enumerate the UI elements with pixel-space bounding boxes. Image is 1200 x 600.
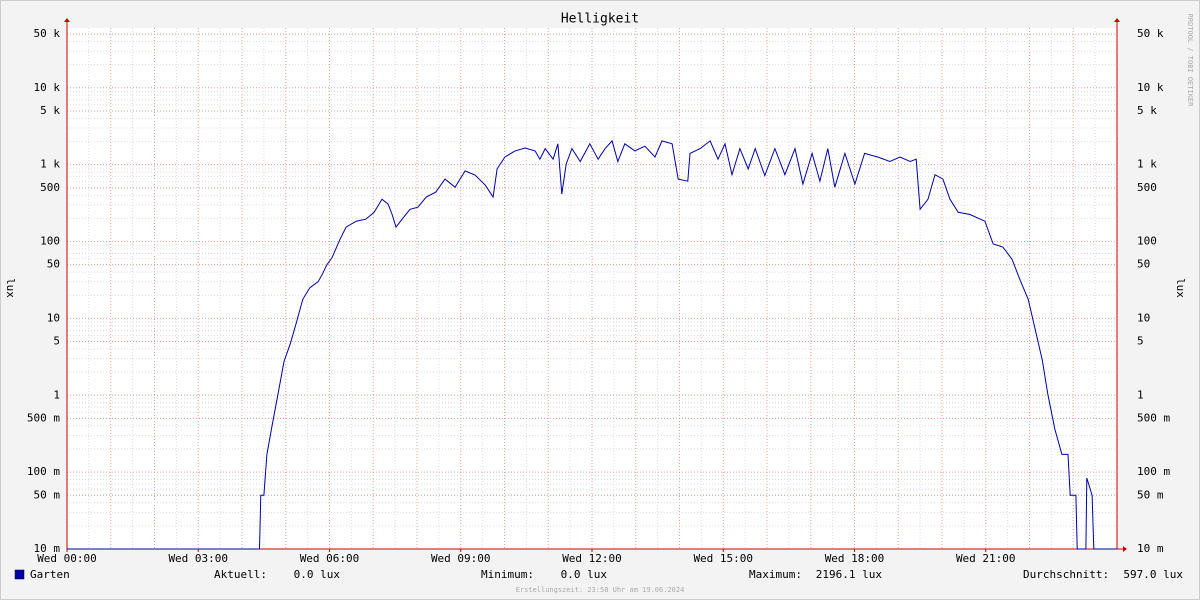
y-tick-label: 5 [53, 335, 60, 348]
data-line [67, 139, 1117, 550]
stat-label: Aktuell: [214, 568, 267, 581]
y-tick-label: 100 m [27, 465, 60, 478]
axis-arrow [1114, 18, 1120, 22]
chart-title: Helligkeit [561, 12, 639, 27]
watermark: RRDTOOL / TOBI OETIKER [1186, 14, 1194, 108]
y-tick-label: 500 m [27, 411, 60, 424]
footer: Erstellungszeit: 23:58 Uhr am 19.06.2024 [516, 586, 685, 594]
stat-label: Durchschnitt: [1023, 568, 1109, 581]
y-tick-label: 50 m [34, 488, 61, 501]
y-tick-label-right: 10 m [1137, 542, 1164, 555]
y-tick-label: 10 [47, 311, 60, 324]
y-tick-label: 500 [40, 181, 60, 194]
stat-label: Minimum: [481, 568, 534, 581]
stat-value: 0.0 lux [294, 568, 341, 581]
y-tick-label: 10 k [34, 81, 61, 94]
y-tick-label: 5 k [40, 104, 60, 117]
plot-area [67, 28, 1117, 549]
y-tick-label: 1 [53, 388, 60, 401]
y-tick-label-right: 1 [1137, 388, 1144, 401]
x-tick-label: Wed 00:00 [37, 552, 97, 565]
y-tick-label-right: 5 [1137, 335, 1144, 348]
y-tick-label: 50 k [34, 27, 61, 40]
stat-label: Maximum: [749, 568, 802, 581]
y-tick-label-right: 1 k [1137, 158, 1157, 171]
y-tick-label: 10 m [34, 542, 61, 555]
y-tick-label: 1 k [40, 158, 60, 171]
y-tick-label-right: 5 k [1137, 104, 1157, 117]
x-tick-label: Wed 06:00 [300, 552, 360, 565]
y-tick-label-right: 50 [1137, 258, 1150, 271]
y-tick-label-right: 500 [1137, 181, 1157, 194]
x-tick-label: Wed 12:00 [562, 552, 622, 565]
y-tick-label-right: 50 k [1137, 27, 1164, 40]
y-tick-label: 50 [47, 258, 60, 271]
legend-label: Garten [30, 568, 70, 581]
legend-swatch [14, 569, 25, 580]
x-tick-label: Wed 03:00 [168, 552, 228, 565]
y-tick-label-right: 10 k [1137, 81, 1164, 94]
axis-arrow [1123, 546, 1127, 552]
x-tick-label: Wed 15:00 [693, 552, 753, 565]
y-tick-label-right: 100 m [1137, 465, 1170, 478]
stat-value: 0.0 lux [561, 568, 608, 581]
y-tick-label-right: 100 [1137, 235, 1157, 248]
stat-value: 2196.1 lux [816, 568, 883, 581]
y-tick-label-right: 500 m [1137, 411, 1170, 424]
x-tick-label: Wed 21:00 [956, 552, 1016, 565]
y-tick-label-right: 50 m [1137, 488, 1164, 501]
y-axis-label: lux [4, 278, 17, 298]
y-tick-label: 100 [40, 235, 60, 248]
axis-arrow [64, 18, 70, 22]
y-tick-label-right: 10 [1137, 311, 1150, 324]
stat-value: 597.0 lux [1123, 568, 1183, 581]
x-tick-label: Wed 09:00 [431, 552, 491, 565]
x-tick-label: Wed 18:00 [825, 552, 885, 565]
y-axis-label-right: lux [1174, 278, 1187, 298]
